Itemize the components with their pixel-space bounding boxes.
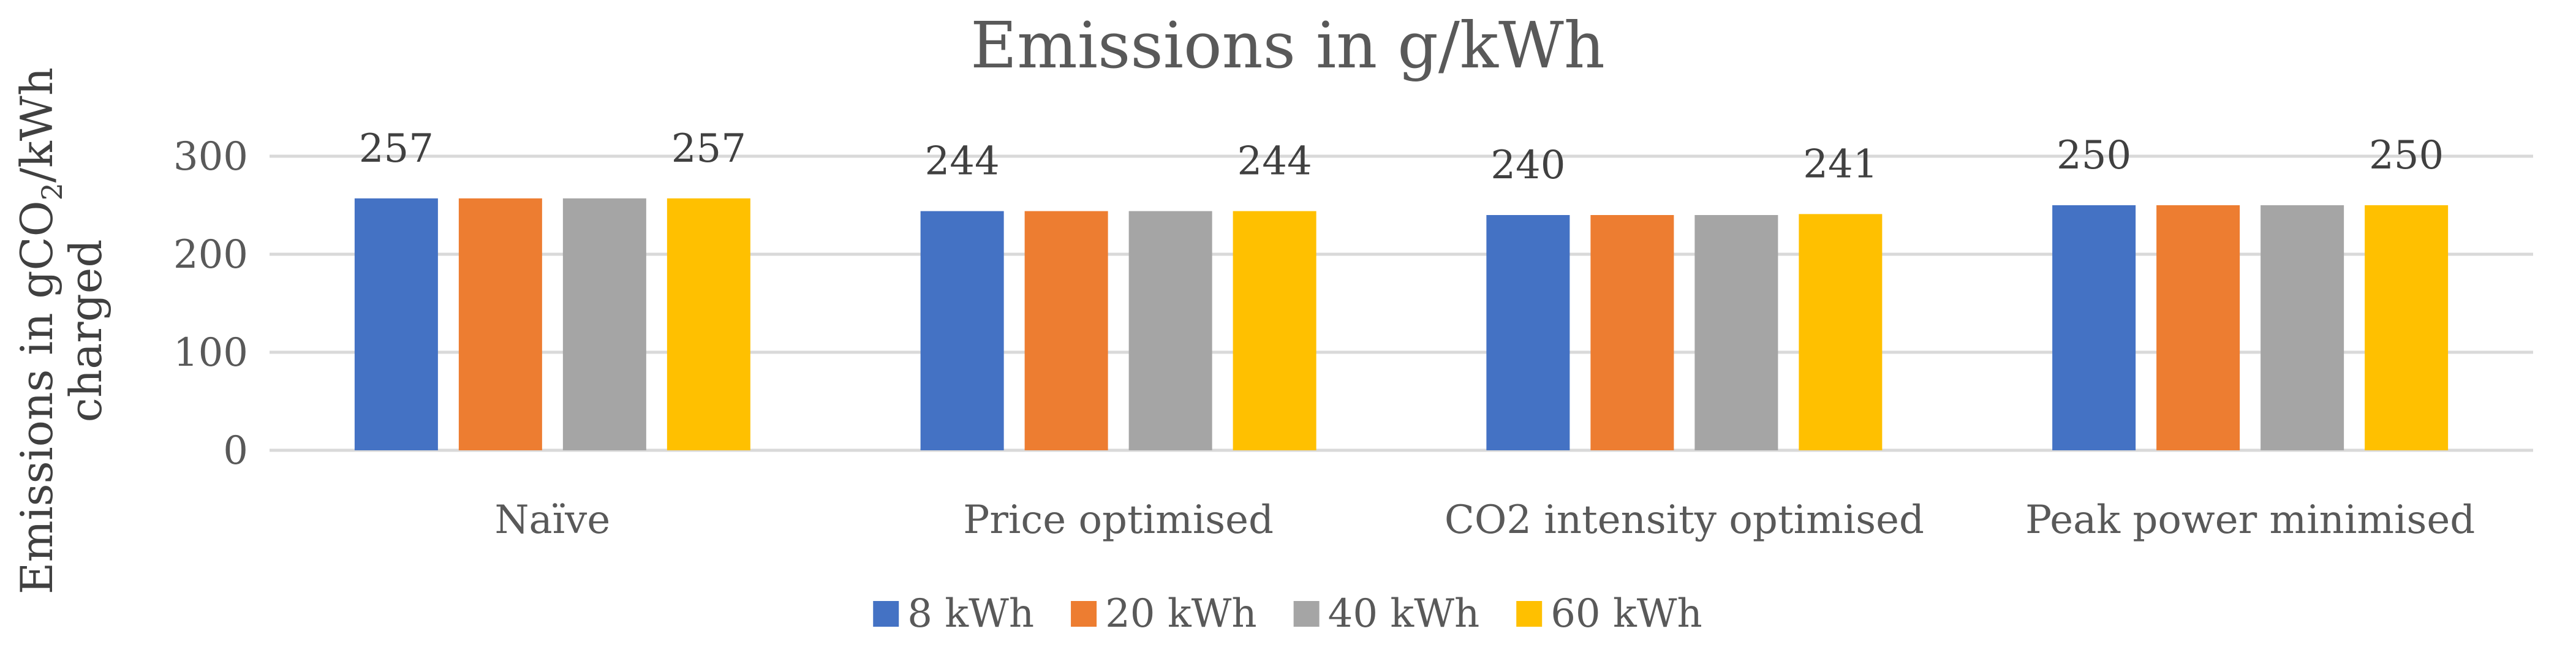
- legend-swatch: [1071, 601, 1097, 627]
- x-category-label: CO2 intensity optimised: [1445, 497, 1924, 543]
- x-category-label: Naïve: [495, 497, 611, 543]
- y-tick-label: 300: [173, 134, 248, 180]
- legend-swatch: [873, 601, 899, 627]
- data-label: 250: [2057, 133, 2131, 178]
- bar-3-3: [2365, 205, 2449, 450]
- data-label: 241: [1803, 142, 1878, 187]
- y-axis-label-line1-end: /kWh: [11, 67, 62, 183]
- bar-0-0: [354, 198, 438, 450]
- chart-title: Emissions in g/kWh: [970, 8, 1605, 83]
- y-axis-label-line2: charged: [60, 240, 111, 423]
- bar-0-3: [667, 198, 750, 450]
- bar-1-2: [1128, 211, 1212, 450]
- y-axis-label-line1: Emissions in gCO: [11, 200, 62, 594]
- data-labels: 257 257 244 244 240 241 250 250: [359, 126, 2444, 188]
- legend-swatch: [1293, 601, 1320, 627]
- legend-swatch: [1516, 601, 1543, 627]
- data-label: 244: [1237, 139, 1312, 184]
- y-tick-label: 100: [173, 330, 248, 376]
- data-label: 240: [1490, 143, 1565, 188]
- data-label: 244: [925, 139, 1000, 184]
- bar-2-2: [1694, 215, 1778, 450]
- bar-0-1: [458, 198, 542, 450]
- y-axis-label: Emissions in gCO2/kWh charged: [11, 67, 111, 594]
- svg-text:Emissions in gCO2/kWh: Emissions in gCO2/kWh: [11, 67, 69, 594]
- legend-label: 8 kWh: [907, 591, 1034, 637]
- x-category-label: Price optimised: [963, 497, 1274, 543]
- bar-3-0: [2052, 205, 2136, 450]
- bar-2-3: [1799, 214, 1883, 450]
- y-axis-ticks: 0 100 200 300: [173, 134, 248, 474]
- y-tick-label: 200: [173, 232, 248, 278]
- y-tick-label: 0: [223, 428, 248, 474]
- data-label: 250: [2369, 133, 2444, 178]
- legend-label: 40 kWh: [1328, 591, 1480, 637]
- bar-0-2: [562, 198, 646, 450]
- x-axis-categories: Naïve Price optimised CO2 intensity optimi…: [495, 497, 2476, 543]
- bar-1-3: [1233, 211, 1316, 450]
- bar-3-2: [2261, 205, 2344, 450]
- y-axis-label-subscript: 2: [36, 183, 69, 200]
- bar-2-1: [1590, 215, 1674, 450]
- data-label: 257: [359, 126, 434, 172]
- bar-1-0: [920, 211, 1004, 450]
- data-label: 257: [671, 126, 746, 172]
- bars: [354, 198, 2449, 450]
- legend-label: 20 kWh: [1105, 591, 1257, 637]
- bar-3-1: [2156, 205, 2240, 450]
- gridlines: [270, 154, 2533, 452]
- legend: 8 kWh 20 kWh 40 kWh 60 kWh: [873, 591, 1702, 637]
- bar-2-0: [1486, 215, 1570, 450]
- legend-label: 60 kWh: [1551, 591, 1702, 637]
- bar-1-1: [1024, 211, 1108, 450]
- x-category-label: Peak power minimised: [2025, 497, 2475, 543]
